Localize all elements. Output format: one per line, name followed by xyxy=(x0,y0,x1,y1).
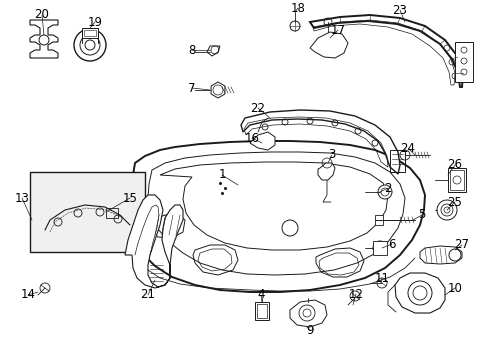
Text: 25: 25 xyxy=(447,195,462,208)
Text: 11: 11 xyxy=(374,271,389,284)
Text: 26: 26 xyxy=(447,158,462,171)
Text: 2: 2 xyxy=(384,181,391,194)
Text: 9: 9 xyxy=(305,324,313,337)
Bar xyxy=(454,42,472,82)
Text: 17: 17 xyxy=(330,23,345,36)
Text: 4: 4 xyxy=(257,288,264,302)
Polygon shape xyxy=(206,46,220,56)
Polygon shape xyxy=(211,82,224,98)
Text: 15: 15 xyxy=(122,192,137,204)
Bar xyxy=(106,208,118,218)
Text: 27: 27 xyxy=(453,238,468,252)
Polygon shape xyxy=(394,273,444,313)
Text: 3: 3 xyxy=(327,148,335,162)
Polygon shape xyxy=(289,300,326,327)
Text: 22: 22 xyxy=(250,102,265,114)
Text: 8: 8 xyxy=(188,44,195,57)
Circle shape xyxy=(436,200,456,220)
Text: 1: 1 xyxy=(218,168,225,181)
Bar xyxy=(447,168,465,192)
Text: 14: 14 xyxy=(20,288,36,302)
Circle shape xyxy=(377,185,391,199)
Bar xyxy=(449,170,463,190)
Polygon shape xyxy=(128,141,424,292)
Text: 21: 21 xyxy=(140,288,155,302)
Circle shape xyxy=(372,241,386,255)
Text: 13: 13 xyxy=(15,192,29,204)
Text: 6: 6 xyxy=(387,238,395,251)
Polygon shape xyxy=(241,110,399,174)
Bar xyxy=(254,302,268,320)
Bar xyxy=(82,28,98,38)
Text: 20: 20 xyxy=(35,9,49,22)
Text: 5: 5 xyxy=(417,208,425,221)
Text: 10: 10 xyxy=(447,282,462,294)
Bar xyxy=(84,30,96,36)
Polygon shape xyxy=(309,32,347,58)
Text: 16: 16 xyxy=(244,131,259,144)
Bar xyxy=(30,172,145,252)
Bar xyxy=(374,215,382,225)
Polygon shape xyxy=(30,20,58,58)
Polygon shape xyxy=(309,15,462,87)
Text: 7: 7 xyxy=(188,81,195,94)
Text: 18: 18 xyxy=(290,1,305,14)
Bar xyxy=(389,150,404,172)
Polygon shape xyxy=(125,195,183,288)
Polygon shape xyxy=(317,163,334,180)
Text: 24: 24 xyxy=(400,141,415,154)
Bar xyxy=(372,241,386,255)
Polygon shape xyxy=(419,246,461,264)
Text: 23: 23 xyxy=(392,4,407,17)
Text: 12: 12 xyxy=(348,288,363,301)
Bar xyxy=(257,304,266,318)
Polygon shape xyxy=(249,132,274,150)
Circle shape xyxy=(74,29,106,61)
Text: 19: 19 xyxy=(87,15,102,28)
